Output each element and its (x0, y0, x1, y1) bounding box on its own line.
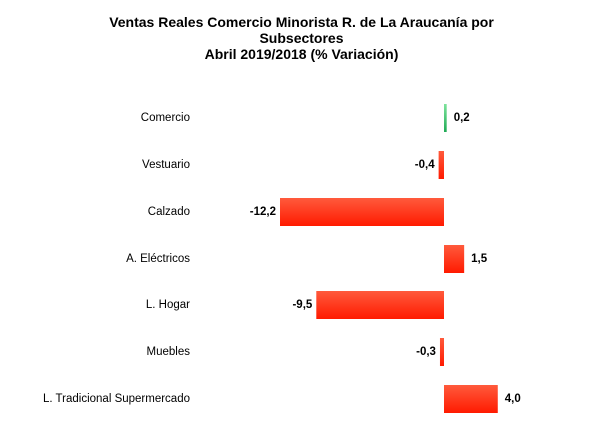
category-label-3: A. Eléctricos (126, 253, 190, 265)
category-label-5: Muebles (147, 346, 191, 358)
bar-3 (444, 245, 465, 273)
bar-1 (438, 151, 444, 179)
category-label-4: L. Hogar (146, 299, 190, 311)
bar-4 (316, 291, 444, 319)
category-label-2: Calzado (148, 206, 190, 218)
chart-title: Ventas Reales Comercio Minorista R. de L… (0, 14, 603, 62)
category-label-0: Comercio (141, 112, 190, 124)
category-label-1: Vestuario (142, 159, 190, 171)
value-label-2: -12,2 (250, 206, 276, 218)
chart-title-line-3: Abril 2019/2018 (% Variación) (204, 46, 399, 62)
bar-6 (444, 385, 498, 413)
value-label-6: 4,0 (505, 393, 521, 405)
value-label-4: -9,5 (292, 299, 312, 311)
chart-title-line-2: Subsectores (259, 30, 344, 46)
value-label-5: -0,3 (416, 346, 436, 358)
value-label-3: 1,5 (471, 253, 488, 265)
category-label-6: L. Tradicional Supermercado (43, 393, 190, 405)
value-label-0: 0,2 (454, 112, 470, 124)
bar-2 (280, 198, 444, 226)
bar-5 (439, 338, 444, 366)
chart-title-line-1: Ventas Reales Comercio Minorista R. de L… (109, 14, 494, 30)
bars-group: Comercio 0,2 Vestuario -0,4 Calzado -12,2 A. E… (43, 104, 521, 413)
bar-0 (444, 104, 447, 132)
value-label-1: -0,4 (415, 159, 435, 171)
